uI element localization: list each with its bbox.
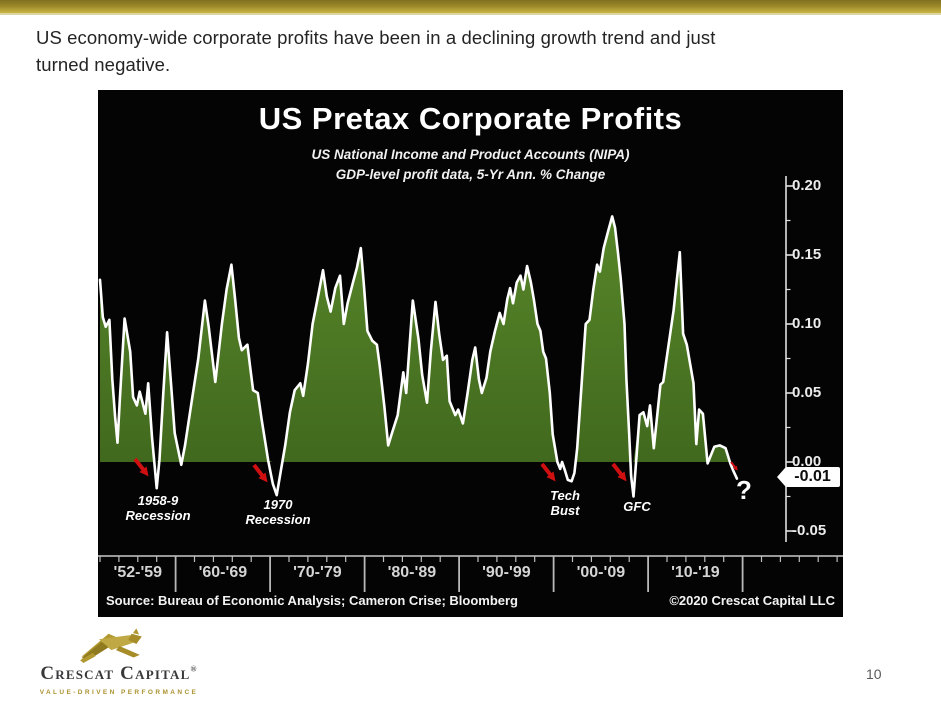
annotation-1970-recession: 1970 Recession <box>245 497 310 527</box>
y-axis-tick-label: 0.10 <box>792 315 822 332</box>
last-value-label: -0.01 <box>794 468 831 485</box>
chart-subtitle-2: GDP-level profit data, 5-Yr Ann. % Chang… <box>335 167 606 182</box>
x-axis-label: '52-'59 <box>113 564 163 581</box>
registered-trademark-icon: ® <box>190 664 198 674</box>
chart-title: US Pretax Corporate Profits <box>258 101 683 136</box>
logo-tagline: VALUE-DRIVEN PERFORMANCE <box>39 689 199 696</box>
annotation-line: Recession <box>245 512 311 527</box>
annotation-line: Tech <box>550 488 580 503</box>
x-axis-label: '60-'69 <box>198 564 248 581</box>
y-axis-tick-label: 0.20 <box>792 177 822 194</box>
y-axis-tick-label: 0.00 <box>792 453 822 470</box>
x-axis-label: '00-'09 <box>576 564 626 581</box>
logo-company-name: Crescat Capital® <box>24 663 214 685</box>
recession-1958-arrow-icon <box>133 457 149 477</box>
x-axis-label: '90-'99 <box>482 564 531 581</box>
annotation-tech-bust: Tech Bust <box>550 488 580 518</box>
page-number: 10 <box>866 666 882 682</box>
cougar-logo-icon <box>80 628 142 663</box>
annotation-line: Bust <box>550 503 580 518</box>
y-axis-tick-label: 0.05 <box>792 384 822 401</box>
y-axis-tick-label: -0.05 <box>792 522 827 539</box>
chart-source: Source: Bureau of Economic Analysis; Cam… <box>106 593 518 608</box>
chart-subtitle-1: US National Income and Product Accounts … <box>311 147 630 162</box>
x-axis-label: '10-'19 <box>671 564 720 581</box>
header-line-1: US economy-wide corporate profits have b… <box>36 27 716 48</box>
annotation-line: 1958-9 <box>137 493 179 508</box>
last-value-callout: -0.01 <box>777 467 840 487</box>
annotation-line: 1970 <box>263 497 293 512</box>
annotation-question-mark: ? <box>736 475 752 505</box>
tech-bust-arrow-icon <box>540 462 556 482</box>
annotation-line: ? <box>736 475 752 505</box>
chart-copyright: ©2020 Crescat Capital LLC <box>669 593 835 608</box>
logo-company-text: Crescat Capital <box>40 663 191 684</box>
header-line-2: turned negative. <box>36 54 171 75</box>
recession-1970-arrow-icon <box>252 463 268 483</box>
top-gold-bar <box>0 0 941 15</box>
chart-panel: US Pretax Corporate Profits US National … <box>98 90 843 617</box>
annotation-line: Recession <box>125 508 191 523</box>
gfc-arrow-icon <box>611 462 627 482</box>
slide-header-text: US economy-wide corporate profits have b… <box>36 24 876 78</box>
annotation-line: GFC <box>623 499 651 514</box>
data-line <box>98 215 739 498</box>
current-dip-arrow-icon <box>730 461 738 471</box>
annotation-1958-recession: 1958-9 Recession <box>125 493 190 523</box>
x-axis-label: '80-'89 <box>387 564 437 581</box>
y-axis-tick-label: 0.15 <box>792 246 822 263</box>
annotation-gfc: GFC <box>623 499 650 514</box>
x-axis-label: '70-'79 <box>293 564 342 581</box>
